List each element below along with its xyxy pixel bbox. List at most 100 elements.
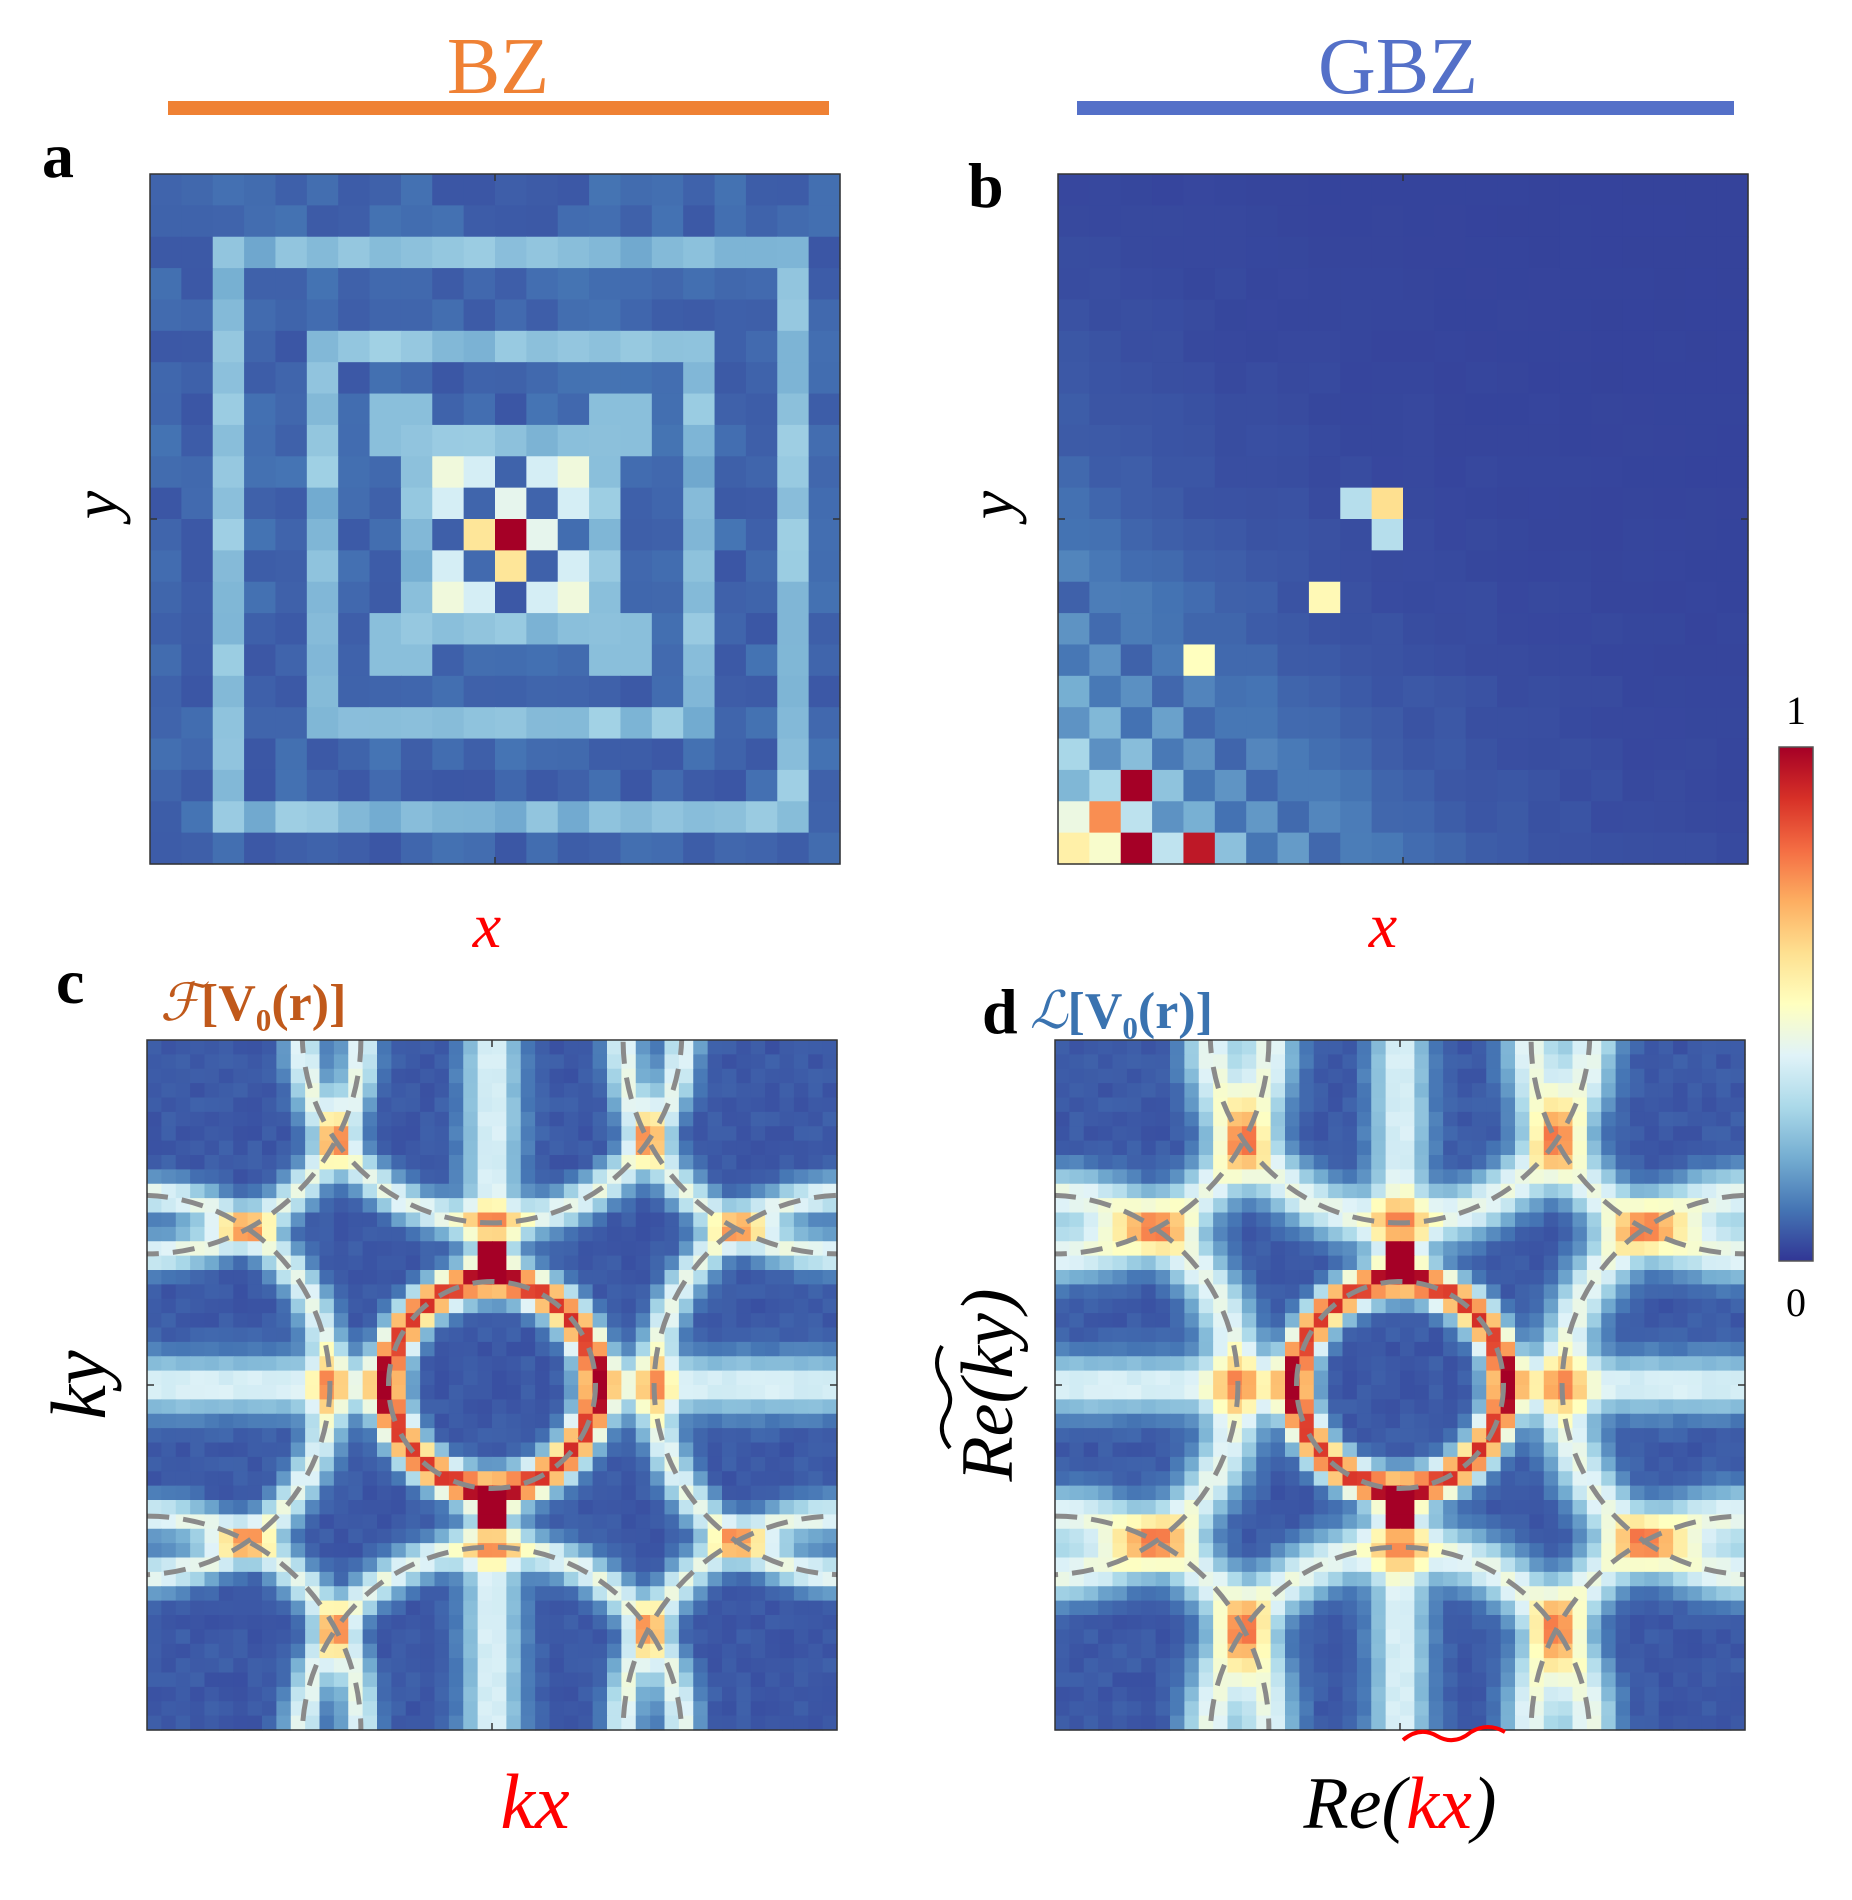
heatmap-c-cell — [808, 1701, 824, 1717]
heatmap-d-cell — [1400, 1456, 1415, 1472]
heatmap-d-cell — [1457, 1471, 1473, 1487]
heatmap-d-cell — [1716, 1428, 1732, 1444]
heatmap-b-cell — [1403, 832, 1435, 865]
heatmap-c-cell — [707, 1083, 723, 1099]
heatmap-c-cell — [650, 1097, 666, 1113]
heatmap-d-cell — [1515, 1097, 1530, 1113]
heatmap-d-cell — [1601, 1270, 1617, 1285]
heatmap-d-cell — [1155, 1341, 1171, 1357]
heatmap-c-cell — [592, 1442, 608, 1458]
heatmap-d-cell — [1385, 1500, 1401, 1515]
heatmap-a-cell — [338, 362, 371, 395]
heatmap-d-cell — [1270, 1255, 1286, 1271]
heatmap-c-cell — [506, 1298, 522, 1314]
heatmap-c-cell — [190, 1111, 206, 1127]
heatmap-d-cell — [1385, 1284, 1401, 1300]
heatmap-d-cell — [1572, 1428, 1588, 1444]
heatmap-a-cell — [651, 769, 684, 802]
heatmap-a-cell — [400, 832, 433, 865]
heatmap-d-cell — [1414, 1255, 1430, 1271]
heatmap-c-cell — [750, 1686, 766, 1702]
heatmap-c-cell — [305, 1040, 321, 1055]
heatmap-c-cell — [707, 1528, 723, 1544]
heatmap-b-cell — [1716, 299, 1749, 332]
heatmap-c-cell — [563, 1658, 579, 1674]
heatmap-c-cell — [736, 1313, 752, 1329]
heatmap-c-cell — [621, 1370, 637, 1386]
heatmap-d-cell — [1098, 1155, 1114, 1170]
heatmap-d-cell — [1213, 1413, 1229, 1429]
heatmap-a-cell — [683, 581, 716, 614]
heatmap-c-cell — [664, 1643, 680, 1659]
heatmap-d-cell — [1586, 1456, 1602, 1472]
heatmap-a-cell — [777, 832, 810, 865]
heatmap-b-cell — [1089, 519, 1122, 551]
heatmap-d-cell — [1184, 1413, 1200, 1429]
heatmap-b-cell — [1120, 299, 1153, 332]
heatmap-c-cell — [247, 1126, 263, 1142]
heatmap-a-cell — [150, 769, 182, 802]
heatmap-a-cell — [400, 801, 433, 834]
heatmap-d-cell — [1385, 1097, 1401, 1113]
heatmap-c-cell — [678, 1155, 694, 1170]
heatmap-c-cell — [736, 1083, 752, 1099]
heatmap-c-cell — [793, 1169, 809, 1185]
heatmap-c-cell — [822, 1356, 838, 1372]
heatmap-c-cell — [664, 1399, 680, 1415]
heatmap-c-cell — [477, 1456, 493, 1472]
heatmap-c-cell — [549, 1571, 565, 1587]
heatmap-c-cell — [765, 1715, 781, 1731]
heatmap-a-cell — [181, 205, 214, 238]
heatmap-d-cell — [1270, 1514, 1286, 1530]
heatmap-a-cell — [495, 236, 527, 269]
heatmap-c-cell — [650, 1456, 666, 1472]
heatmap-c-cell — [822, 1413, 838, 1429]
heatmap-d-cell — [1457, 1040, 1473, 1055]
heatmap-c-cell — [233, 1586, 249, 1602]
heatmap-d-cell — [1658, 1126, 1674, 1142]
heatmap-c-cell — [635, 1413, 651, 1429]
heatmap-d-cell — [1285, 1083, 1300, 1099]
heatmap-c-cell — [707, 1557, 723, 1573]
heatmap-c-cell — [233, 1169, 249, 1185]
heatmap-c-cell — [520, 1600, 536, 1616]
heatmap-d-cell — [1457, 1212, 1473, 1228]
heatmap-a-cell — [338, 707, 371, 740]
heatmap-c-cell — [377, 1241, 392, 1257]
heatmap-c-cell — [391, 1543, 407, 1559]
heatmap-c-cell — [535, 1313, 551, 1329]
heatmap-d-cell — [1500, 1241, 1516, 1257]
heatmap-d-cell — [1256, 1241, 1272, 1257]
heatmap-d-cell — [1558, 1485, 1574, 1501]
heatmap-d-cell — [1328, 1356, 1344, 1372]
heatmap-d-cell — [1112, 1442, 1128, 1458]
heatmap-d-cell — [1515, 1111, 1530, 1127]
laplace-body: [V₀(r)] — [1067, 983, 1213, 1040]
heatmap-d-cell — [1414, 1298, 1430, 1314]
heatmap-c-cell — [420, 1284, 436, 1300]
heatmap-c-cell — [463, 1226, 479, 1242]
heatmap-c-cell — [477, 1226, 493, 1242]
heatmap-b-cell — [1434, 644, 1467, 677]
heatmap-c-cell — [463, 1155, 479, 1170]
heatmap-c-cell — [549, 1658, 565, 1674]
heatmap-b-cell — [1465, 738, 1498, 771]
heatmap-c-cell — [276, 1615, 292, 1630]
heatmap-d-cell — [1141, 1528, 1157, 1544]
heatmap-c-cell — [247, 1255, 263, 1271]
heatmap-a-cell — [495, 393, 527, 426]
heatmap-c-cell — [693, 1413, 709, 1429]
heatmap-d-cell — [1687, 1140, 1703, 1156]
heatmap-a-cell — [463, 299, 496, 332]
heatmap-c-cell — [607, 1226, 622, 1242]
heatmap-c-cell — [722, 1629, 737, 1645]
heatmap-c-cell — [607, 1097, 622, 1113]
heatmap-c-cell — [463, 1212, 479, 1228]
heatmap-d-cell — [1170, 1471, 1185, 1487]
heatmap-b-cell — [1246, 362, 1279, 395]
heatmap-c-cell — [233, 1686, 249, 1702]
heatmap-d-cell — [1285, 1111, 1300, 1127]
heatmap-d-cell — [1658, 1456, 1674, 1472]
heatmap-d-cell — [1515, 1255, 1530, 1271]
heatmap-d-cell — [1428, 1298, 1444, 1314]
